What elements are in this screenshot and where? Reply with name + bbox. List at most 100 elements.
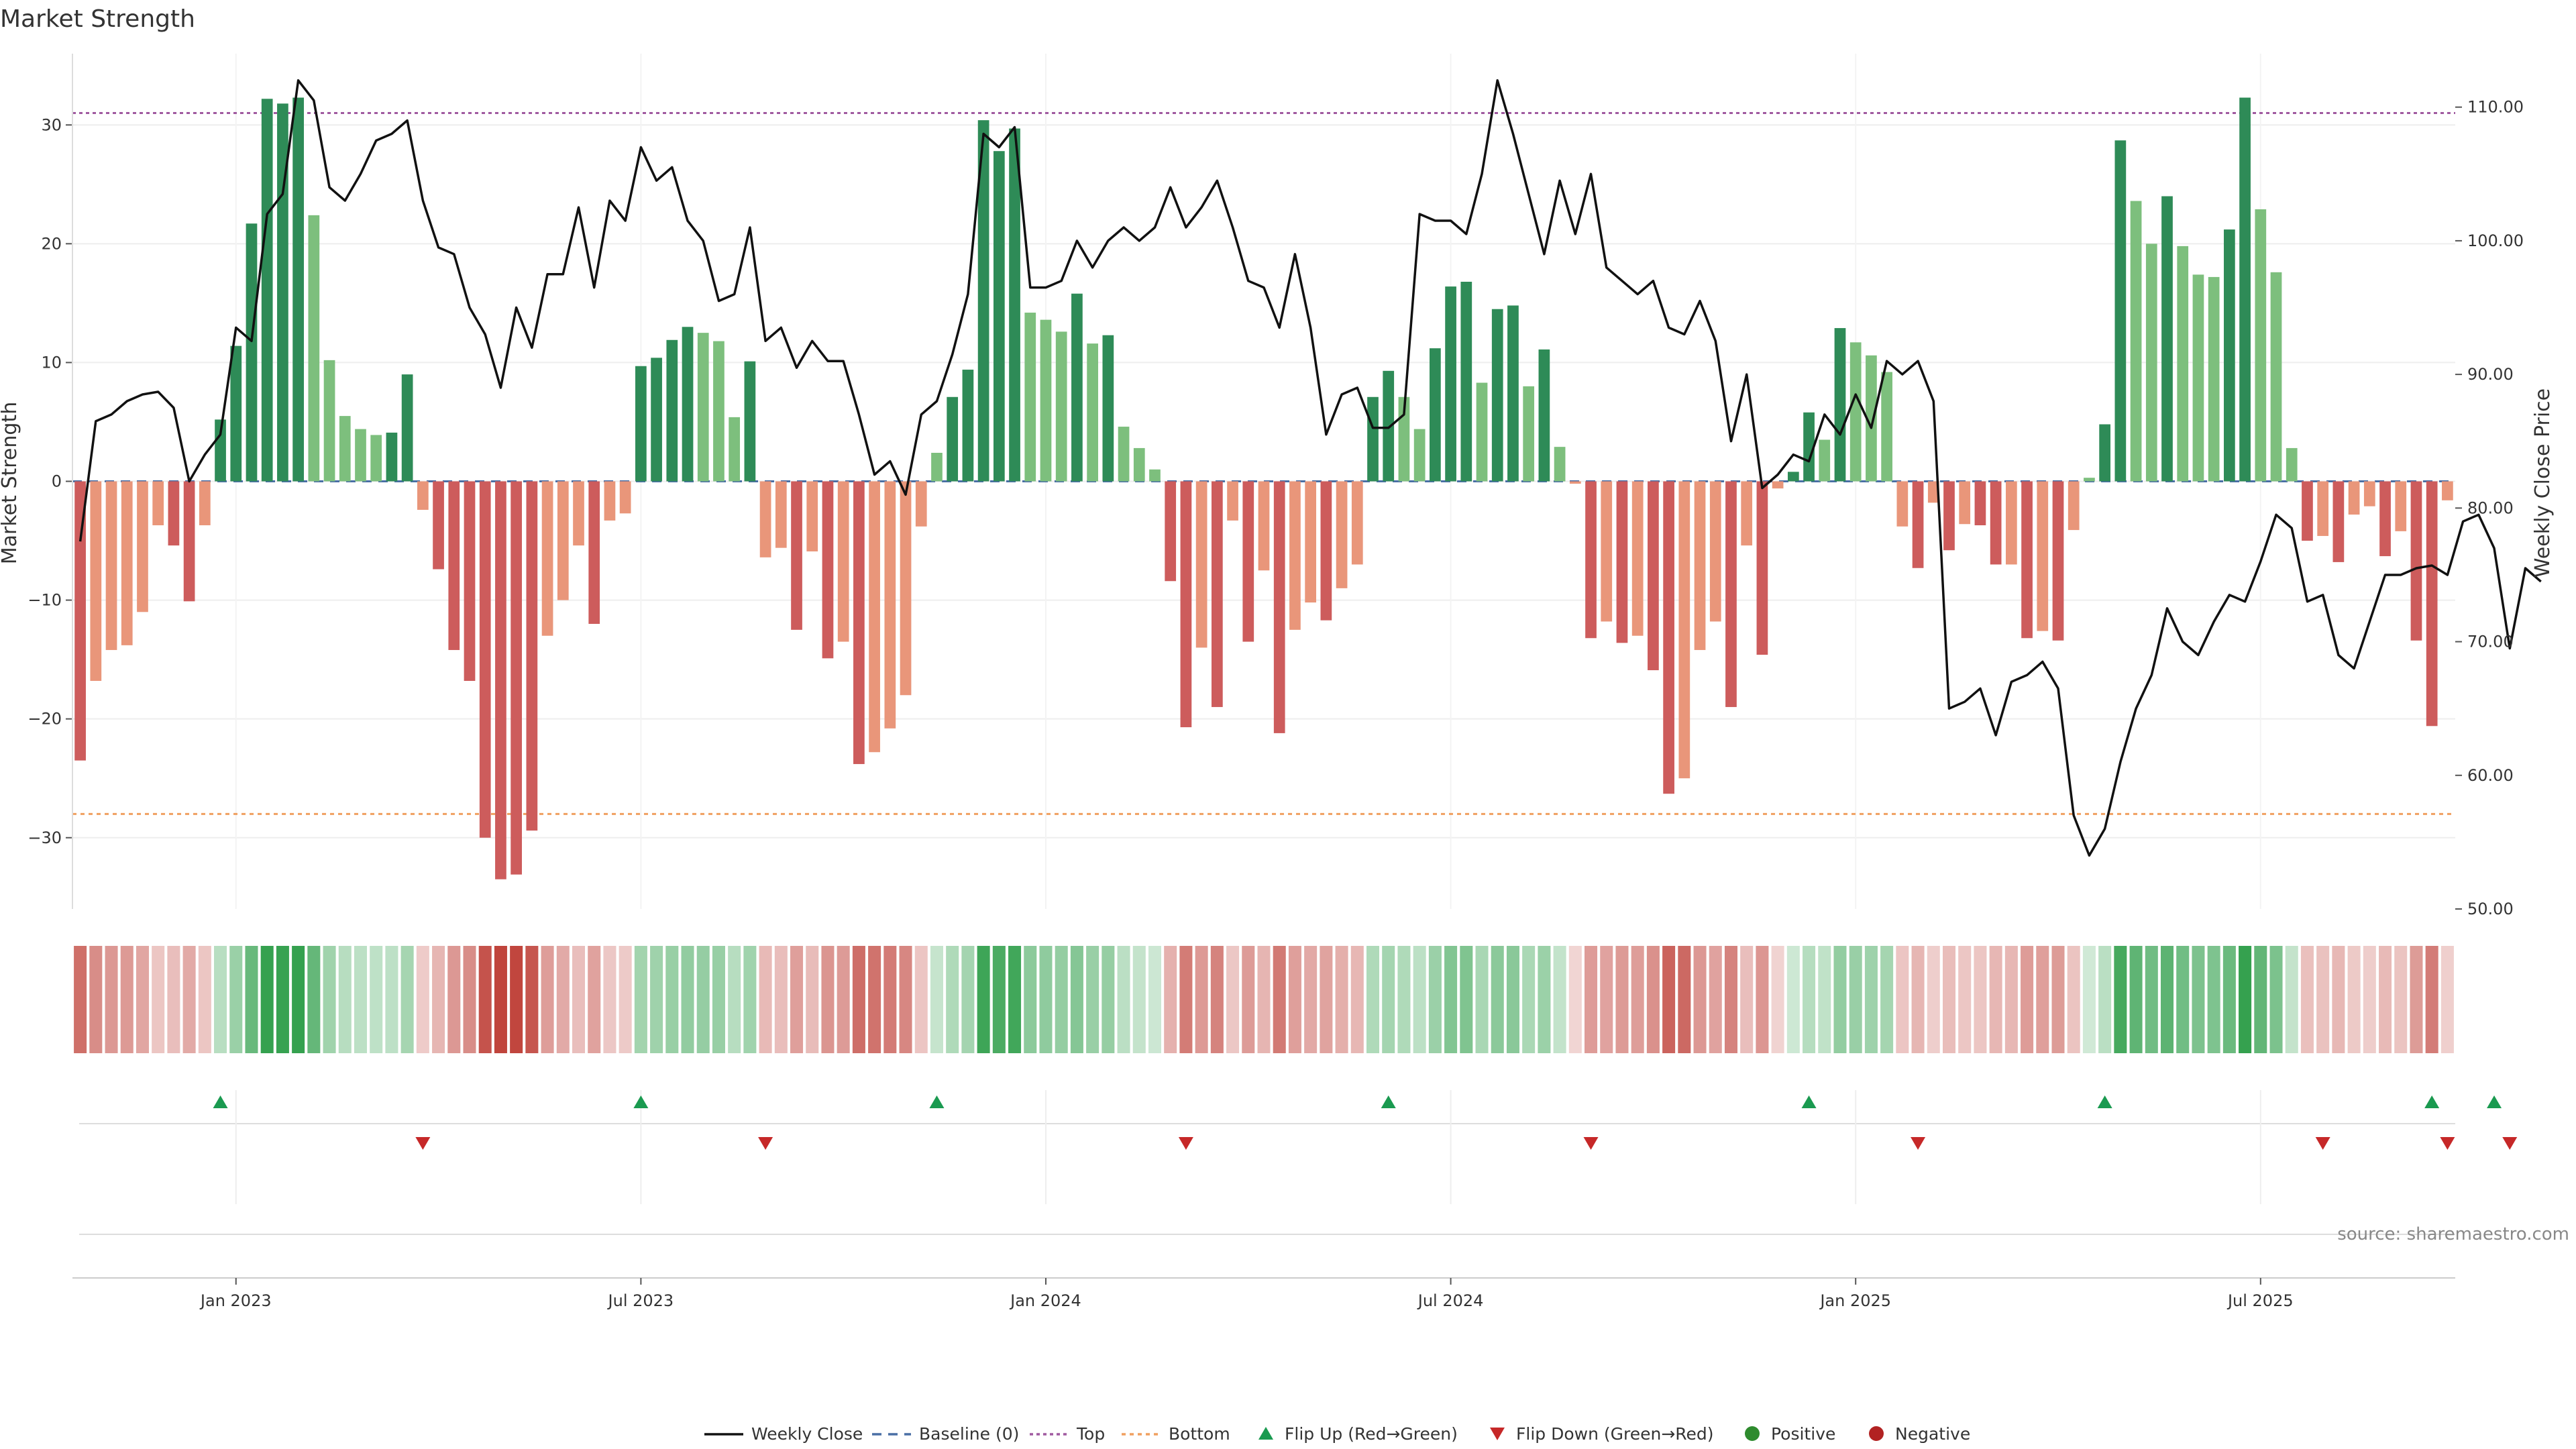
strength-bar — [853, 481, 865, 764]
legend-swatch-dot — [1869, 1426, 1884, 1441]
heat-cell — [1849, 946, 1862, 1053]
strength-bar — [1383, 370, 1395, 482]
strength-bar — [2286, 447, 2298, 482]
heat-cell — [1413, 946, 1426, 1053]
strength-bar — [2130, 201, 2142, 482]
weekly-close-series — [78, 79, 2542, 857]
strength-bar — [806, 481, 818, 551]
strength-bar — [1024, 313, 1036, 482]
strength-bar — [1709, 481, 1721, 622]
strength-bar — [1787, 472, 1799, 482]
flip-up-marker — [929, 1095, 945, 1108]
heat-cell — [837, 946, 850, 1053]
heat-cell — [2082, 946, 2096, 1053]
heat-cell — [385, 946, 398, 1053]
strength-bar — [417, 481, 429, 510]
strength-bar — [2363, 481, 2375, 506]
x-tick-label: Jul 2024 — [1417, 1291, 1484, 1310]
strength-bar — [837, 481, 849, 642]
strength-bar — [1055, 331, 1067, 482]
strength-bar — [355, 429, 366, 482]
heat-cell — [1538, 946, 1551, 1053]
heat-cell — [292, 946, 305, 1053]
heat-cell — [338, 946, 352, 1053]
heat-cell — [1833, 946, 1847, 1053]
heat-cell — [152, 946, 165, 1053]
strength-bar — [1631, 481, 1644, 636]
legend-item-label: Top — [1076, 1424, 1105, 1444]
legend-item-label: Flip Up (Red→Green) — [1285, 1424, 1458, 1444]
heat-cell — [1475, 946, 1489, 1053]
strength-bar — [2426, 481, 2438, 727]
strength-bar — [729, 417, 741, 482]
heat-cell — [1786, 946, 1800, 1053]
strength-bar — [2302, 481, 2313, 541]
strength-bar — [2037, 481, 2049, 631]
y-axis-left: 30 20 10 0 −10 −20 −30 — [28, 54, 73, 909]
heat-cell — [2067, 946, 2080, 1053]
chart-title: Market Strength — [0, 5, 195, 33]
strength-bar — [884, 481, 896, 729]
heat-cell — [2394, 946, 2408, 1053]
heat-cell — [712, 946, 725, 1053]
strength-bar — [759, 481, 771, 557]
strength-bar — [152, 481, 164, 526]
strength-bar — [2410, 481, 2422, 641]
strength-bar — [947, 396, 959, 482]
y-left-tick-label: 10 — [41, 353, 62, 372]
heat-cell — [883, 946, 897, 1053]
strength-bar — [2224, 229, 2235, 482]
flip-markers-panel — [79, 1090, 2518, 1235]
flip-up-marker — [2097, 1095, 2112, 1108]
strength-bar — [2099, 424, 2111, 482]
heat-cell — [728, 946, 741, 1053]
heat-cell — [2347, 946, 2361, 1053]
strength-bar — [1367, 396, 1379, 482]
strength-bar — [1087, 343, 1098, 482]
strength-bar — [2442, 481, 2453, 500]
heat-cell — [105, 946, 118, 1053]
flip-down-marker — [2315, 1137, 2330, 1150]
strength-bar — [1009, 128, 1020, 482]
strength-bar — [619, 481, 631, 514]
y-right-tick-label: 110.00 — [2467, 98, 2524, 117]
strength-bar — [635, 366, 647, 482]
y-right-tick-label: 90.00 — [2467, 365, 2514, 384]
heat-cell — [432, 946, 445, 1053]
strength-bar — [2161, 196, 2173, 482]
strength-bar — [1834, 328, 1846, 482]
heat-cell — [1179, 946, 1193, 1053]
strength-bar — [1242, 481, 1254, 642]
strength-bar — [2255, 209, 2267, 482]
heat-cell — [914, 946, 928, 1053]
strength-bar — [1195, 481, 1208, 648]
heat-cell — [2363, 946, 2376, 1053]
strength-bar — [557, 481, 569, 600]
heat-cell — [2098, 946, 2112, 1053]
heat-cell — [2254, 946, 2267, 1053]
heat-cell — [681, 946, 694, 1053]
heat-cell — [1070, 946, 1083, 1053]
y-axis-right-label: Weekly Close Price — [2531, 388, 2555, 578]
strength-bar — [74, 481, 86, 761]
heat-cell — [463, 946, 476, 1053]
strength-bar — [168, 481, 180, 546]
heat-cell — [1195, 946, 1208, 1053]
strength-bar — [666, 339, 678, 482]
heat-cell — [1226, 946, 1240, 1053]
heat-cell — [665, 946, 679, 1053]
heat-cell — [1600, 946, 1613, 1053]
heat-cell — [1568, 946, 1582, 1053]
strength-bar — [199, 481, 211, 526]
strength-bar — [1040, 319, 1052, 482]
heat-cell — [1880, 946, 1894, 1053]
strength-bar — [573, 481, 584, 546]
strength-bar — [1336, 481, 1348, 588]
heat-cell — [447, 946, 461, 1053]
heat-cell — [1382, 946, 1395, 1053]
strength-bar — [2021, 481, 2033, 639]
strength-bar — [1663, 481, 1674, 794]
strength-bar — [1648, 481, 1659, 671]
heat-cell — [790, 946, 804, 1053]
